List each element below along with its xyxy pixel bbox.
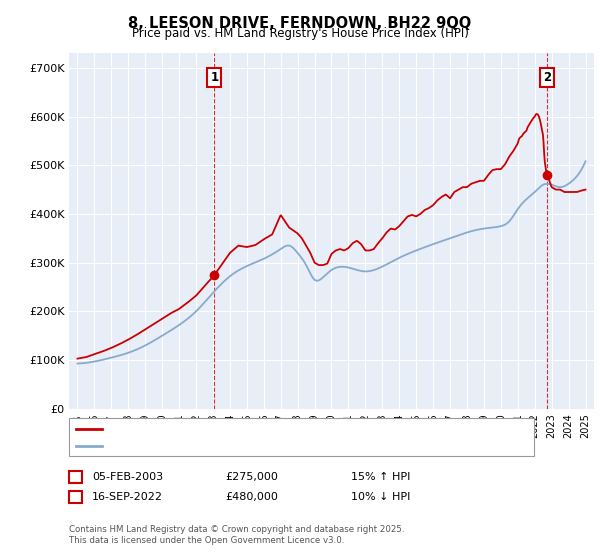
Text: £275,000: £275,000 — [225, 472, 278, 482]
Text: 1: 1 — [71, 470, 80, 484]
Text: 1: 1 — [211, 71, 218, 84]
Text: £480,000: £480,000 — [225, 492, 278, 502]
Text: HPI: Average price, detached house, Dorset: HPI: Average price, detached house, Dors… — [106, 441, 334, 451]
Text: Contains HM Land Registry data © Crown copyright and database right 2025.
This d: Contains HM Land Registry data © Crown c… — [69, 525, 404, 545]
Text: 15% ↑ HPI: 15% ↑ HPI — [351, 472, 410, 482]
Text: 16-SEP-2022: 16-SEP-2022 — [92, 492, 163, 502]
Text: Price paid vs. HM Land Registry's House Price Index (HPI): Price paid vs. HM Land Registry's House … — [131, 27, 469, 40]
Text: 2: 2 — [71, 491, 80, 504]
Text: 05-FEB-2003: 05-FEB-2003 — [92, 472, 163, 482]
Text: 10% ↓ HPI: 10% ↓ HPI — [351, 492, 410, 502]
Text: 2: 2 — [542, 71, 551, 84]
Text: 8, LEESON DRIVE, FERNDOWN, BH22 9QQ: 8, LEESON DRIVE, FERNDOWN, BH22 9QQ — [128, 16, 472, 31]
Text: 8, LEESON DRIVE, FERNDOWN, BH22 9QQ (detached house): 8, LEESON DRIVE, FERNDOWN, BH22 9QQ (det… — [106, 424, 420, 434]
